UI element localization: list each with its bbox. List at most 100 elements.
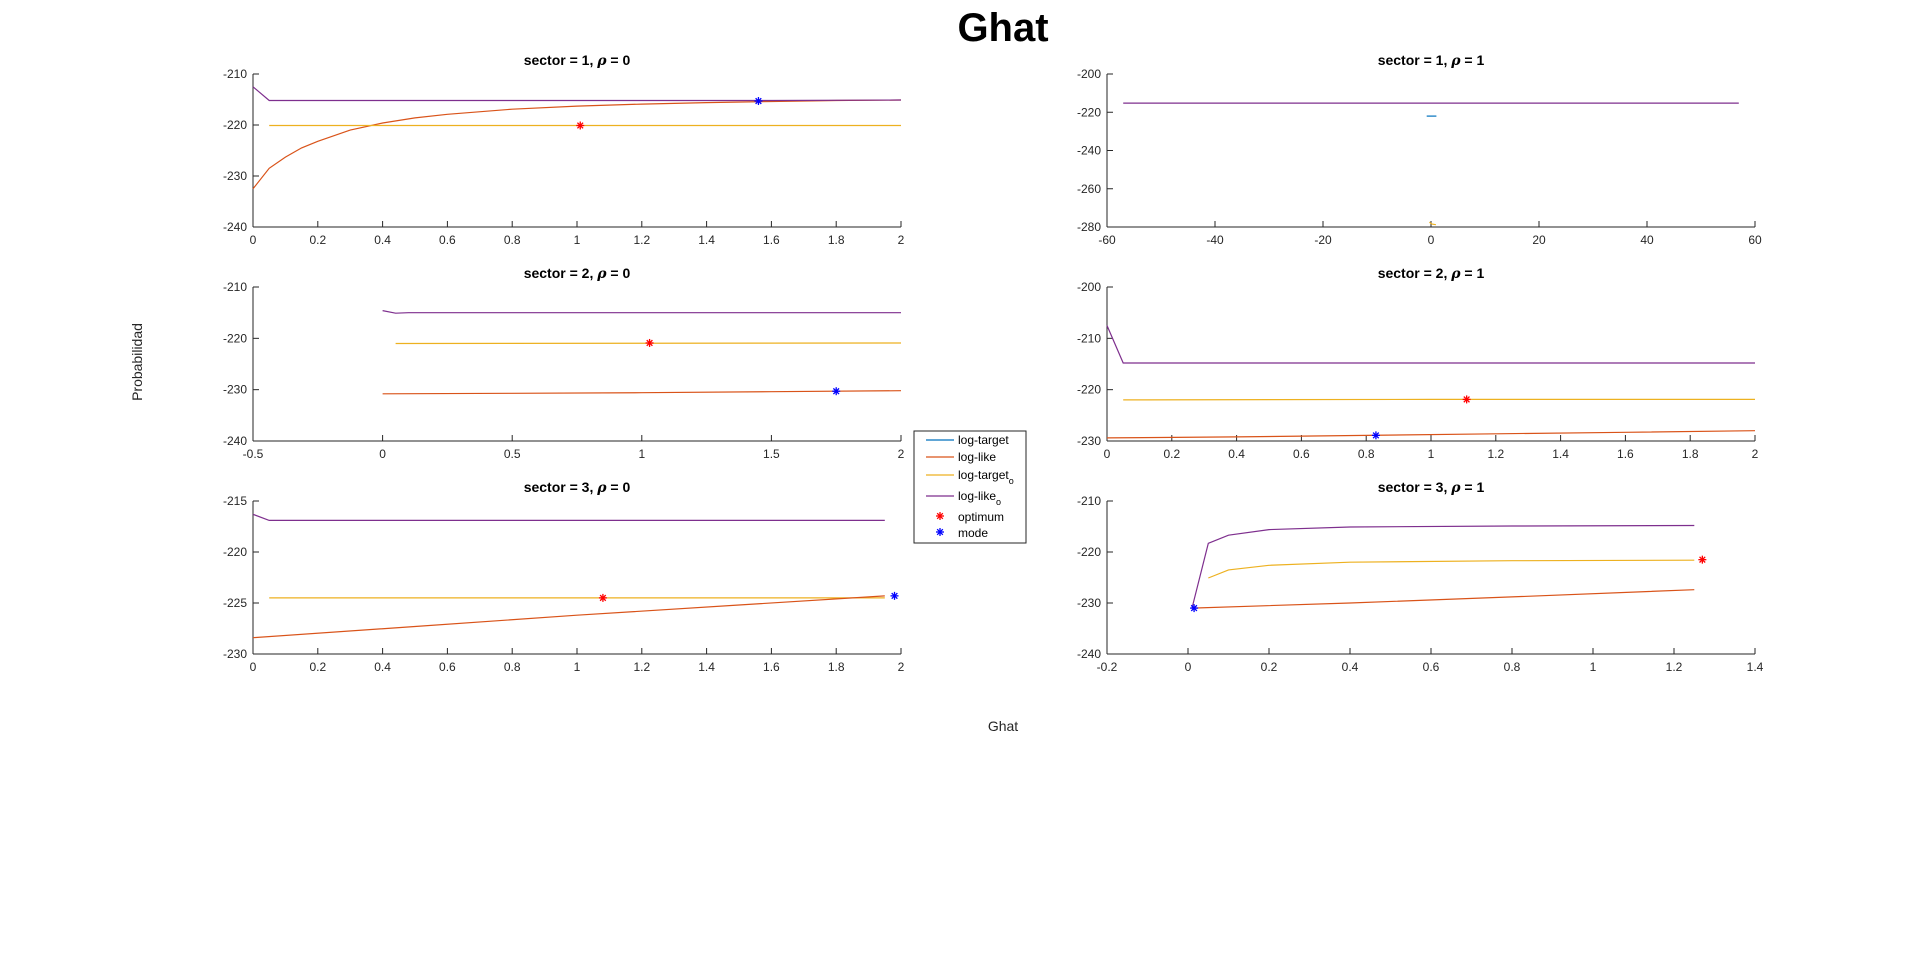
x-tick-label: 0	[250, 233, 257, 247]
x-tick-label: 1.8	[828, 233, 845, 247]
subplot-4: sector = 2, ρ = 1 0 0.2 0.4 0.6 0.8 1 1.2 1.4 1.6…	[1077, 265, 1759, 461]
x-tick-label: 0.6	[1423, 660, 1440, 674]
x-tick-label: 1.4	[698, 660, 715, 674]
x-tick-label: 0.4	[1342, 660, 1359, 674]
x-tick-label: 1	[574, 233, 581, 247]
legend-label: log-targeto	[958, 468, 1014, 486]
y-tick-label: -210	[223, 280, 247, 294]
legend-entry-optimum: optimum	[936, 510, 1004, 524]
y-tick-label: -225	[223, 596, 247, 610]
legend-marker-mode	[936, 528, 944, 536]
x-tick-label: 1.5	[763, 447, 780, 461]
series-log-target-o	[1429, 221, 1436, 226]
x-axis-label: Ghat	[988, 718, 1018, 734]
y-tick-label: -220	[1077, 105, 1101, 119]
figure-title: Ghat	[957, 6, 1048, 50]
legend-label: log-like	[958, 450, 996, 464]
x-tick-label: 0.8	[1358, 447, 1375, 461]
legend-entry-log-like-o: log-likeo	[926, 489, 1001, 507]
x-tick-label: 2	[898, 447, 905, 461]
legend-entry-mode: mode	[936, 526, 988, 540]
subplot-title: sector = 1, ρ = 0	[524, 52, 631, 69]
y-tick-label: -220	[223, 118, 247, 132]
x-tick-label: 0.6	[1293, 447, 1310, 461]
y-tick-label: -230	[223, 169, 247, 183]
x-tick-label: 60	[1748, 233, 1762, 247]
subplots: sector = 1, ρ = 0 0 0.2 0.4 0.6 0.8 1 1.2 1.4 1.6…	[223, 52, 1764, 674]
x-tick-label: 1.6	[1617, 447, 1634, 461]
y-tick-label: -220	[1077, 383, 1101, 397]
series-log-like	[252, 99, 902, 190]
y-tick-label: -230	[223, 383, 247, 397]
x-tick-label: 20	[1532, 233, 1546, 247]
x-tick-label: 1.8	[828, 660, 845, 674]
series-log-like-o	[252, 86, 902, 102]
x-tick-label: 2	[1752, 447, 1759, 461]
legend: log-target log-like log-targeto log-likeo op…	[913, 430, 1027, 544]
x-tick-label: -40	[1206, 233, 1224, 247]
y-tick-label: -220	[223, 545, 247, 559]
y-axis-label: Probabilidad	[129, 323, 145, 401]
x-tick-label: 0.4	[374, 233, 391, 247]
x-tick-label: 0.5	[504, 447, 521, 461]
x-tick-label: 1.6	[763, 233, 780, 247]
x-tick-label: 0.8	[504, 233, 521, 247]
x-tick-label: 0	[250, 660, 257, 674]
legend-box	[913, 430, 1027, 544]
legend-label: log-likeo	[958, 489, 1001, 507]
series-log-like-o	[382, 310, 901, 314]
x-tick-label: -0.5	[243, 447, 264, 461]
y-tick-label: -240	[223, 220, 247, 234]
x-tick-label: 0	[1428, 233, 1435, 247]
x-tick-label: 1.4	[698, 233, 715, 247]
x-tick-label: 0.2	[309, 660, 326, 674]
series-log-like	[1106, 430, 1756, 439]
subplot-5: sector = 3, ρ = 0 0 0.2 0.4 0.6 0.8 1 1.2 1.4 1.6…	[223, 479, 905, 674]
x-tick-label: 1	[1428, 447, 1435, 461]
y-tick-label: -280	[1077, 220, 1101, 234]
y-tick-label: -260	[1077, 182, 1101, 196]
x-tick-label: 0	[1104, 447, 1111, 461]
x-tick-label: 1	[1590, 660, 1597, 674]
x-tick-label: 2	[898, 660, 905, 674]
x-tick-label: -0.2	[1097, 660, 1118, 674]
x-tick-label: 1.2	[633, 660, 650, 674]
y-tick-label: -240	[1077, 144, 1101, 158]
y-tick-label: -230	[1077, 434, 1101, 448]
y-tick-label: -215	[223, 494, 247, 508]
x-tick-label: 0.8	[1504, 660, 1521, 674]
x-tick-label: 1.6	[763, 660, 780, 674]
y-tick-label: -220	[1077, 545, 1101, 559]
x-tick-label: 0.6	[439, 660, 456, 674]
y-tick-label: -210	[223, 67, 247, 81]
legend-marker-optimum	[936, 512, 944, 520]
y-tick-label: -230	[1077, 596, 1101, 610]
x-tick-label: 1	[638, 447, 645, 461]
legend-entry-log-like: log-like	[926, 450, 996, 464]
x-tick-label: 0.6	[439, 233, 456, 247]
x-tick-label: -60	[1098, 233, 1116, 247]
series-log-target-o	[1208, 559, 1695, 579]
legend-label: optimum	[958, 510, 1004, 524]
subplot-title: sector = 2, ρ = 1	[1378, 265, 1485, 282]
optimum-marker	[576, 121, 585, 130]
y-tick-label: -200	[1077, 67, 1101, 81]
series-log-like	[382, 390, 902, 395]
x-tick-label: 0.2	[309, 233, 326, 247]
mode-marker	[832, 387, 841, 396]
legend-label: mode	[958, 526, 988, 540]
x-tick-label: 40	[1640, 233, 1654, 247]
x-tick-label: 0	[1185, 660, 1192, 674]
series-log-target-o	[1123, 398, 1755, 401]
x-tick-label: 1	[574, 660, 581, 674]
subplot-title: sector = 3, ρ = 0	[524, 479, 631, 496]
series-log-like	[1191, 589, 1695, 609]
x-tick-label: 0.4	[1228, 447, 1245, 461]
series-log-like-o	[1191, 524, 1695, 609]
mode-marker	[754, 97, 763, 106]
y-tick-label: -220	[223, 331, 247, 345]
optimum-marker	[1698, 555, 1707, 564]
mode-marker	[890, 591, 899, 600]
x-tick-label: 0.2	[1163, 447, 1180, 461]
